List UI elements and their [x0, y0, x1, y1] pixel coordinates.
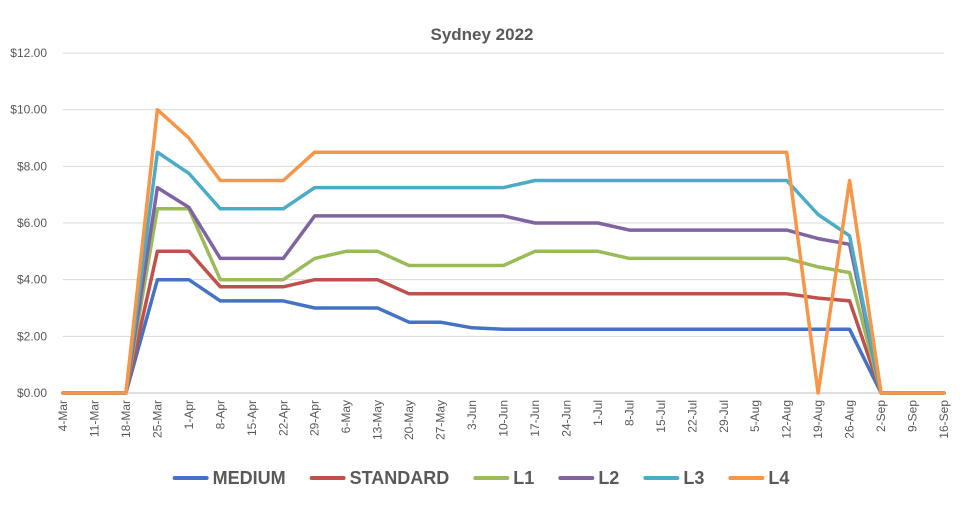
- x-tick-label: 3-Jun: [465, 400, 479, 430]
- x-tick-label: 13-May: [371, 400, 385, 440]
- x-tick-label: 11-Mar: [87, 400, 101, 437]
- x-tick-label: 20-May: [402, 400, 416, 440]
- series-line-l4: [61, 107, 946, 395]
- legend: MEDIUM STANDARD L1 L2 L3 L4: [172, 468, 789, 488]
- x-tick-label: 15-Apr: [245, 400, 259, 436]
- x-tick-label: 22-Apr: [276, 400, 290, 436]
- legend-label: L3: [683, 468, 704, 488]
- series-line-l2: [61, 185, 946, 395]
- x-tick-label: 1-Jul: [591, 400, 605, 426]
- x-tick-label: 12-Aug: [780, 400, 794, 439]
- legend-label: L1: [513, 468, 534, 488]
- legend-label: L2: [598, 468, 619, 488]
- x-tick-label: 1-Apr: [182, 400, 196, 429]
- x-tick-label: 16-Sep: [937, 400, 951, 439]
- x-tick-label: 22-Jul: [685, 400, 699, 433]
- x-tick-label: 15-Jul: [654, 400, 668, 433]
- series-line-l1: [61, 207, 946, 395]
- y-tick-label: $0.00: [17, 386, 47, 400]
- legend-label: MEDIUM: [213, 468, 286, 488]
- x-tick-label: 10-Jun: [497, 400, 511, 437]
- x-tick-label: 19-Aug: [811, 400, 825, 439]
- series-lines: [61, 107, 946, 395]
- x-axis-ticks: 4-Mar 11-Mar 18-Mar 25-Mar 1-Apr 8-Apr 15-Apr 2…: [56, 400, 951, 440]
- series-line-medium: [61, 277, 946, 395]
- x-tick-label: 25-Mar: [150, 400, 164, 438]
- legend-item-l2: L2: [558, 468, 619, 488]
- x-tick-label: 29-Jul: [717, 400, 731, 433]
- legend-item-l1: L1: [473, 468, 534, 488]
- series-line-l3: [61, 150, 946, 395]
- legend-item-l3: L3: [643, 468, 704, 488]
- y-tick-label: $4.00: [17, 273, 47, 287]
- x-tick-label: 9-Sep: [906, 400, 920, 432]
- chart-title: Sydney 2022: [430, 25, 533, 44]
- y-tick-label: $6.00: [17, 216, 47, 230]
- x-tick-label: 24-Jun: [559, 400, 573, 437]
- x-tick-label: 18-Mar: [119, 400, 133, 438]
- x-tick-label: 4-Mar: [56, 400, 70, 431]
- x-tick-label: 6-May: [339, 400, 353, 433]
- y-tick-label: $12.00: [10, 46, 47, 60]
- legend-item-l4: L4: [728, 468, 789, 488]
- x-tick-label: 2-Sep: [874, 400, 888, 432]
- series-line-standard: [61, 249, 946, 395]
- x-tick-label: 17-Jun: [528, 400, 542, 437]
- x-tick-label: 8-Jul: [622, 400, 636, 426]
- y-axis-ticks: $0.00 $2.00 $4.00 $6.00 $8.00 $10.00 $12.00: [10, 46, 47, 400]
- x-tick-label: 26-Aug: [843, 400, 857, 439]
- x-tick-label: 8-Apr: [213, 400, 227, 429]
- x-tick-label: 27-May: [434, 400, 448, 440]
- y-tick-label: $8.00: [17, 159, 47, 173]
- y-tick-label: $10.00: [10, 103, 47, 117]
- legend-label: L4: [768, 468, 789, 488]
- y-tick-label: $2.00: [17, 329, 47, 343]
- legend-item-medium: MEDIUM: [172, 468, 286, 488]
- x-tick-label: 29-Apr: [308, 400, 322, 436]
- legend-item-standard: STANDARD: [309, 468, 450, 488]
- legend-label: STANDARD: [350, 468, 450, 488]
- x-tick-label: 5-Aug: [748, 400, 762, 432]
